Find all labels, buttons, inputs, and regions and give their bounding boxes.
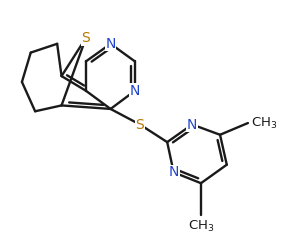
Text: N: N	[105, 37, 116, 51]
Text: CH$_3$: CH$_3$	[251, 116, 277, 130]
Text: N: N	[187, 118, 197, 131]
Text: N: N	[130, 84, 140, 98]
Text: S: S	[82, 31, 90, 45]
Text: S: S	[136, 118, 144, 131]
Text: CH$_3$: CH$_3$	[188, 219, 214, 234]
Text: N: N	[168, 165, 179, 179]
